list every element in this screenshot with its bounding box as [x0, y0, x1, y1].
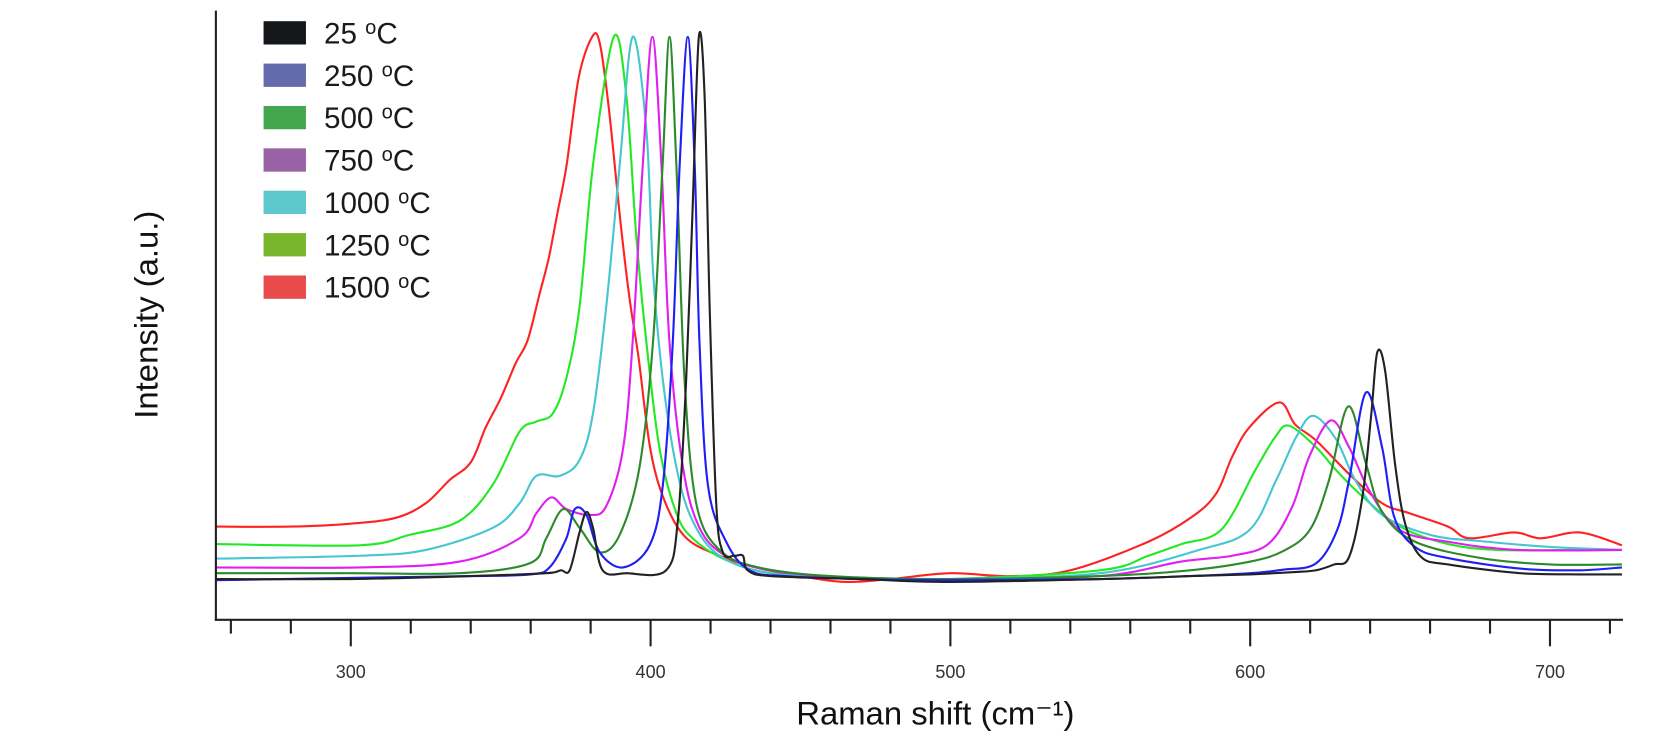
series-line-750c: [215, 35, 1622, 581]
series-line-1000c: [215, 35, 1622, 581]
legend-item: 1250 oC: [263, 229, 431, 263]
series-line-500c: [215, 35, 1622, 581]
x-tick-label: 600: [1235, 662, 1265, 682]
legend-swatch: [263, 21, 306, 45]
series-line-25c: [215, 30, 1622, 583]
legend-item: 250 oC: [263, 59, 414, 93]
x-tick-label: 400: [636, 662, 666, 682]
y-axis-title: Intensity (a.u.): [128, 211, 165, 419]
x-tick-label: 700: [1535, 662, 1565, 682]
legend-swatch: [263, 148, 306, 172]
legend-swatch: [263, 275, 306, 299]
x-tick-label: 300: [336, 662, 366, 682]
legend-label: 1250 oC: [324, 229, 431, 263]
legend-swatch: [263, 105, 306, 130]
series-line-1500c: [215, 32, 1623, 584]
x-tick-label: 500: [935, 662, 965, 682]
x-axis-title: Raman shift (cm⁻¹): [796, 695, 1074, 732]
series-line-1250c: [215, 33, 1622, 582]
legend-item: 1500 oC: [263, 271, 431, 305]
legend-label: 1000 oC: [324, 186, 431, 220]
legend: 25 oC 250 oC 500 oC 750 oC 1000 oC 1250 oC 150…: [263, 17, 431, 305]
legend-item: 25 oC: [263, 17, 398, 51]
legend-swatch: [263, 233, 306, 257]
x-ticks: 300 400 500 600 700: [229, 619, 1612, 682]
legend-label: 250 oC: [324, 59, 414, 93]
series-line-250c: [215, 35, 1623, 582]
legend-swatch: [263, 63, 306, 87]
series-layer: [215, 30, 1623, 584]
legend-label: 750 oC: [324, 144, 414, 178]
legend-label: 1500 oC: [324, 271, 431, 305]
legend-item: 750 oC: [263, 144, 414, 178]
legend-label: 25 oC: [324, 17, 398, 51]
legend-item: 500 oC: [263, 102, 414, 136]
legend-item: 1000 oC: [263, 186, 431, 220]
legend-label: 500 oC: [324, 102, 414, 136]
legend-swatch: [263, 190, 306, 215]
